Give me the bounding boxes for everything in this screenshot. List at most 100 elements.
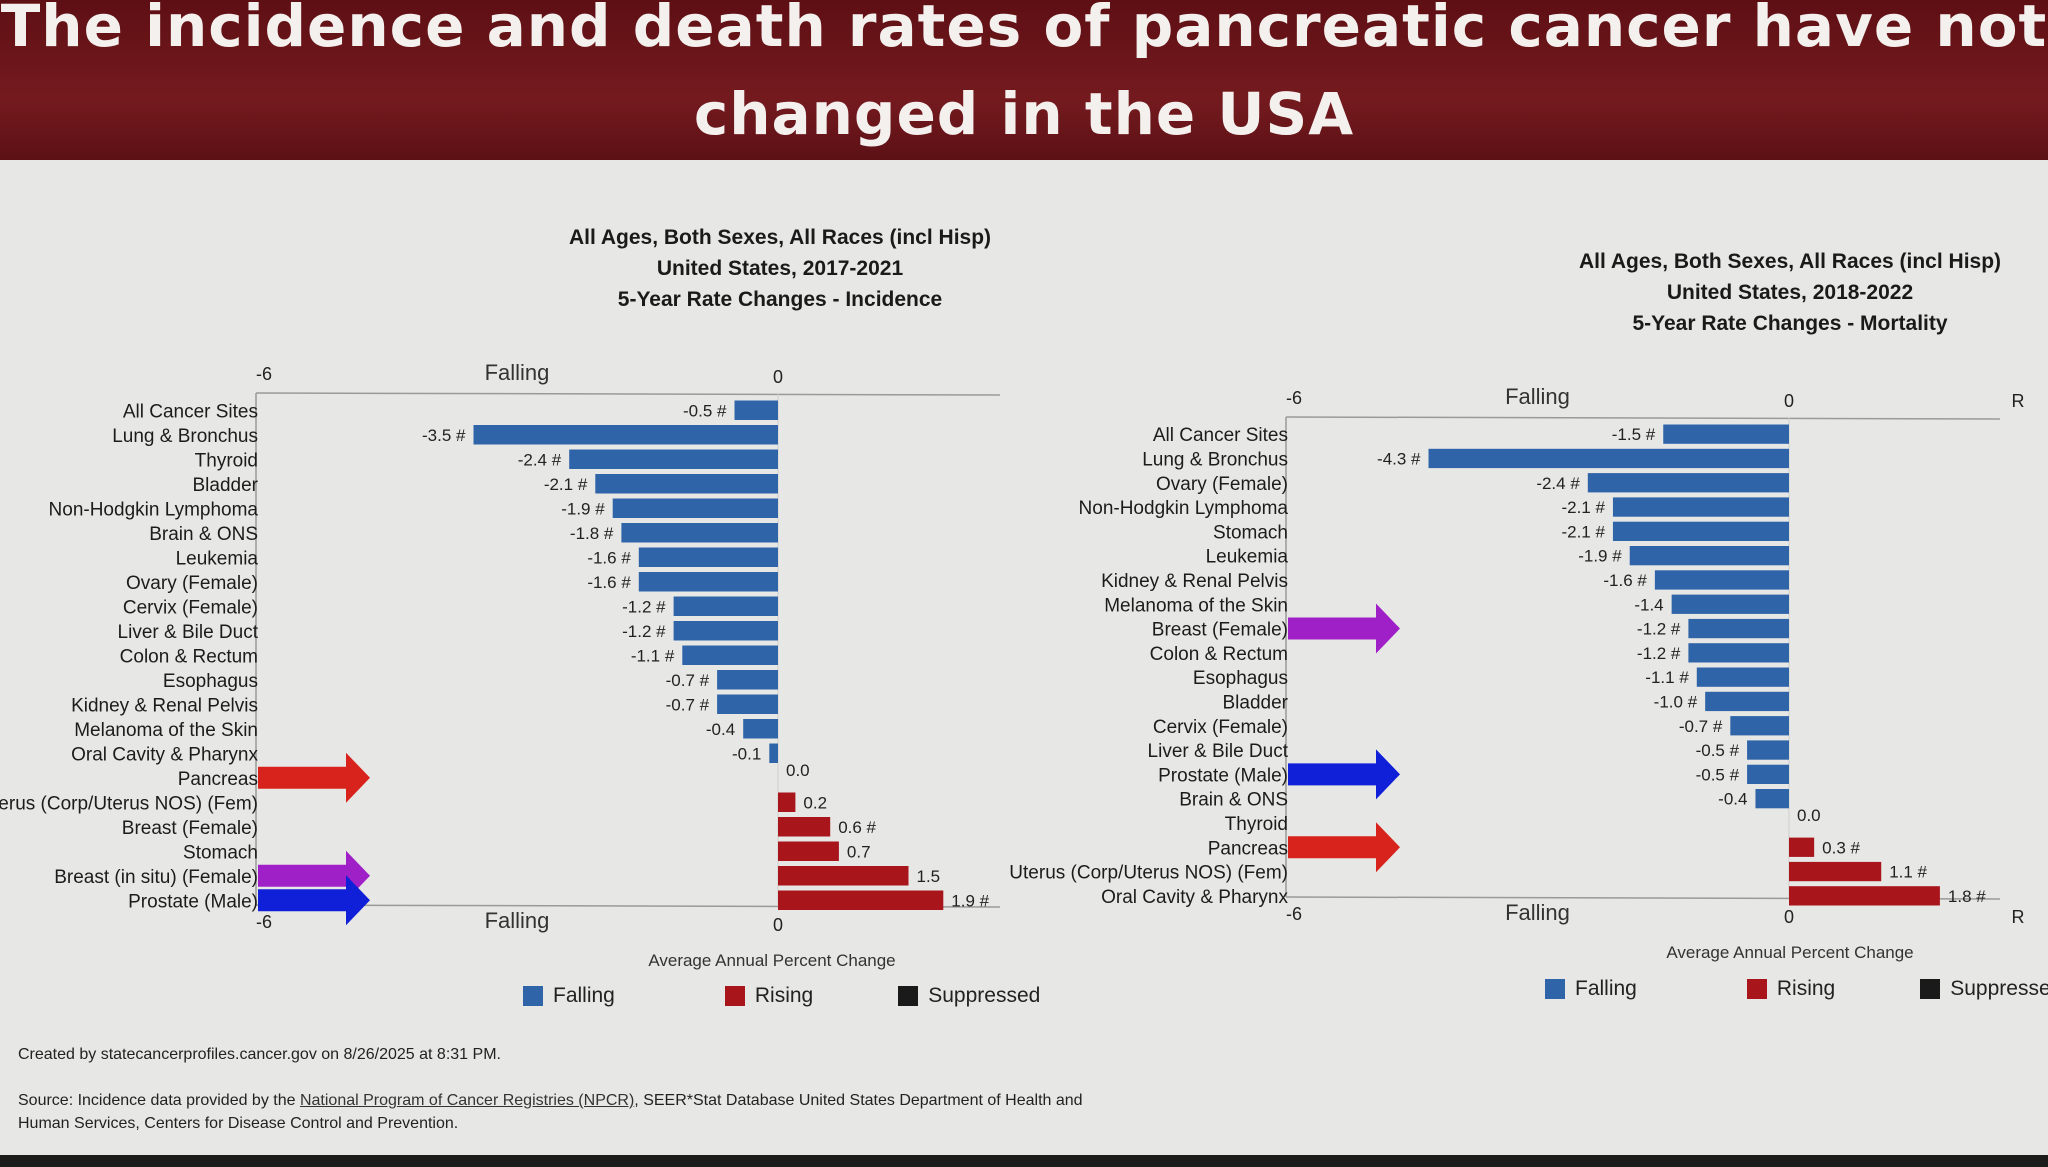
incidence-data-label: 0.7 bbox=[847, 842, 871, 861]
incidence-falling-label: Falling bbox=[485, 360, 550, 385]
mortality-category-label: Cervix (Female) bbox=[1153, 717, 1288, 738]
mortality-title-line-3: 5-Year Rate Changes - Mortality bbox=[1632, 312, 1948, 335]
incidence-chart-title: All Ages, Both Sexes, All Races (incl Hi… bbox=[480, 222, 1080, 315]
mortality-bar bbox=[1755, 789, 1789, 809]
mortality-data-label: -0.4 bbox=[1718, 790, 1747, 809]
mortality-highlight-arrow-icon bbox=[1288, 749, 1400, 800]
mortality-data-label: -1.2 # bbox=[1637, 644, 1681, 663]
incidence-category-label: Kidney & Renal Pelvis bbox=[71, 695, 258, 716]
mortality-data-label: 1.8 # bbox=[1948, 887, 1986, 906]
legend-suppressed: Suppressed bbox=[898, 984, 1040, 1008]
npcr-link[interactable]: National Program of Cancer Registries (N… bbox=[299, 1092, 635, 1109]
mortality-bar bbox=[1612, 497, 1789, 517]
mortality-tick-min: -6 bbox=[1286, 388, 1302, 408]
incidence-data-label: -1.2 # bbox=[622, 597, 666, 616]
mortality-tick-rising: R bbox=[2012, 907, 2025, 927]
incidence-data-label: -0.1 bbox=[732, 744, 761, 763]
mortality-bar bbox=[1629, 546, 1789, 566]
mortality-data-label: -1.1 # bbox=[1645, 668, 1689, 687]
page-title-line-2: changed in the USA bbox=[693, 80, 1355, 148]
mortality-bar bbox=[1663, 424, 1789, 444]
incidence-category-label: All Cancer Sites bbox=[123, 401, 258, 422]
falling-swatch bbox=[1545, 979, 1565, 999]
mortality-data-label: -0.5 # bbox=[1696, 765, 1740, 784]
mortality-category-label: Oral Cavity & Pharynx bbox=[1101, 887, 1288, 908]
mortality-bar bbox=[1730, 716, 1789, 736]
incidence-data-label: -2.1 # bbox=[544, 475, 588, 494]
mortality-bar bbox=[1789, 886, 1940, 906]
mortality-highlight-arrow-icon bbox=[1288, 822, 1400, 873]
legend-label: Rising bbox=[1776, 977, 1836, 1000]
incidence-data-label: -0.7 # bbox=[666, 671, 710, 690]
mortality-data-label: -0.7 # bbox=[1679, 717, 1723, 736]
title-banner: The incidence and death rates of pancrea… bbox=[0, 0, 2048, 165]
incidence-data-label: 0.6 # bbox=[838, 818, 876, 837]
falling-swatch bbox=[523, 986, 543, 1006]
incidence-category-label: Melanoma of the Skin bbox=[74, 720, 258, 741]
incidence-bar bbox=[473, 425, 778, 445]
incidence-bar bbox=[673, 621, 778, 641]
incidence-category-label: Prostate (Male) bbox=[128, 891, 258, 912]
incidence-title-line-2: United States, 2017-2021 bbox=[656, 257, 904, 280]
incidence-tick-min: -6 bbox=[256, 364, 272, 384]
mortality-bar bbox=[1587, 473, 1789, 493]
incidence-bar bbox=[638, 547, 778, 567]
mortality-bar bbox=[1747, 740, 1789, 760]
mortality-category-label: Bladder bbox=[1223, 692, 1289, 713]
incidence-bar bbox=[595, 474, 778, 494]
legend-rising: Rising bbox=[724, 984, 814, 1008]
incidence-category-label: Cervix (Female) bbox=[123, 597, 258, 618]
incidence-data-label: -1.9 # bbox=[561, 499, 605, 518]
legend-label: Rising bbox=[754, 984, 814, 1007]
mortality-tick-zero: 0 bbox=[1784, 907, 1794, 927]
legend-label: Suppressed bbox=[1950, 977, 2048, 1000]
mortality-bar bbox=[1705, 691, 1789, 712]
incidence-title-line-3: 5-Year Rate Changes - Incidence bbox=[617, 288, 943, 311]
mortality-category-label: Esophagus bbox=[1193, 668, 1288, 689]
legend-falling: Falling bbox=[523, 984, 615, 1008]
incidence-category-label: Brain & ONS bbox=[149, 524, 258, 545]
mortality-data-label: -2.1 # bbox=[1561, 498, 1605, 517]
source-note-line-2: Human Services, Centers for Disease Cont… bbox=[18, 1115, 459, 1132]
rising-swatch bbox=[1746, 979, 1767, 999]
incidence-category-label: Oral Cavity & Pharynx bbox=[71, 744, 258, 765]
mortality-bar bbox=[1688, 643, 1789, 663]
mortality-category-label: Melanoma of the Skin bbox=[1104, 595, 1288, 616]
mortality-data-label: -1.9 # bbox=[1578, 547, 1622, 566]
mortality-tick-rising: R bbox=[2012, 391, 2025, 411]
incidence-data-label: -2.4 # bbox=[518, 450, 562, 469]
incidence-category-label: Stomach bbox=[183, 842, 258, 863]
mortality-category-label: Colon & Rectum bbox=[1150, 644, 1288, 665]
incidence-highlight-arrow-icon bbox=[258, 850, 370, 901]
mortality-data-label: -4.3 # bbox=[1377, 449, 1421, 468]
incidence-x-axis-label: Average Annual Percent Change bbox=[648, 951, 895, 970]
incidence-category-label: Thyroid bbox=[195, 450, 258, 471]
mortality-data-label: 1.1 # bbox=[1889, 863, 1927, 882]
incidence-falling-label: Falling bbox=[485, 908, 550, 933]
incidence-category-label: Lung & Bronchus bbox=[112, 426, 258, 447]
incidence-bar bbox=[778, 841, 839, 861]
source-prefix: Source: Incidence data provided by the bbox=[18, 1092, 300, 1109]
mortality-bar bbox=[1612, 521, 1789, 541]
incidence-tick-zero: 0 bbox=[773, 915, 783, 935]
incidence-bar bbox=[778, 866, 909, 886]
mortality-category-label: Prostate (Male) bbox=[1158, 765, 1288, 786]
mortality-category-label: Uterus (Corp/Uterus NOS) (Fem) bbox=[1009, 863, 1288, 884]
mortality-category-label: Liver & Bile Duct bbox=[1148, 741, 1289, 762]
mortality-x-axis-label: Average Annual Percent Change bbox=[1666, 943, 1913, 962]
mortality-category-label: Brain & ONS bbox=[1179, 790, 1288, 811]
incidence-bar bbox=[673, 596, 778, 616]
mortality-data-label: -1.0 # bbox=[1654, 692, 1698, 711]
source-note: Source: Incidence data provided by the N… bbox=[18, 1092, 1083, 1110]
legend-suppressed: Suppressed bbox=[1920, 977, 2048, 1001]
mortality-bar bbox=[1671, 594, 1789, 614]
incidence-top-axis bbox=[255, 392, 1001, 396]
incidence-bar bbox=[778, 792, 796, 812]
suppressed-swatch bbox=[898, 986, 919, 1006]
incidence-data-label: 0.0 bbox=[786, 761, 810, 780]
mortality-tick-min: -6 bbox=[1286, 904, 1302, 924]
mortality-category-label: Leukemia bbox=[1206, 547, 1289, 568]
incidence-highlight-arrow-icon bbox=[258, 875, 370, 926]
incidence-bar bbox=[743, 719, 778, 739]
incidence-data-label: 1.9 # bbox=[951, 891, 989, 910]
